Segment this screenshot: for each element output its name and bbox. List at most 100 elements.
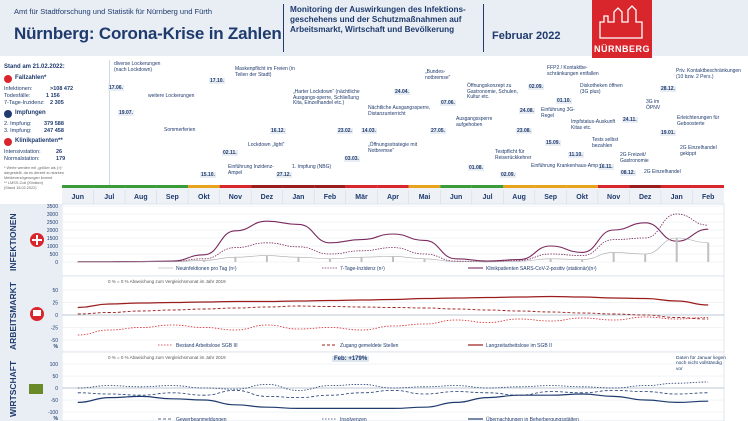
event-date: 07.06. — [440, 100, 456, 106]
hospital-icon — [4, 138, 12, 146]
event-text: Einführung Inzidenz-Ampel — [228, 164, 274, 176]
logo-text: NÜRNBERG — [593, 44, 650, 54]
infection-bar — [518, 261, 521, 262]
infektionen-value: >108 472 — [50, 86, 74, 92]
virus-icon — [4, 75, 12, 83]
series-line — [77, 381, 709, 391]
traffic-segment — [62, 185, 94, 188]
header-divider — [283, 4, 284, 52]
event-date: 23.02. — [337, 128, 353, 134]
infection-bar — [392, 256, 394, 262]
month-label: Dez — [261, 194, 274, 201]
month-label: Sep — [544, 194, 557, 201]
event-text: 2G Freizeit/ Gastronomie — [620, 152, 649, 164]
event-text: 2G Einzelhandel — [644, 169, 681, 175]
y-tick-label: -50 — [51, 398, 58, 404]
page-title: Nürnberg: Corona-Krise in Zahlen — [14, 24, 282, 43]
cross-icon-h — [32, 239, 42, 241]
jobs-icon-shape — [33, 310, 41, 316]
feb-callout: Feb: +179% — [332, 356, 370, 362]
y-tick-label: 1500 — [47, 236, 58, 242]
y-tick-label: 3500 — [47, 204, 58, 210]
footnote-4: ** LMSS-Coli (Kliniken) — [4, 181, 44, 185]
event-date: 14.03. — [361, 128, 377, 134]
y-tick-label: 0 — [55, 386, 58, 392]
infection-bar — [581, 259, 584, 262]
arbeitsmarkt-label: ARBEITSMARKT — [8, 282, 18, 350]
event-text: FFP2 / Kontaktbe-schränkungen entfallen — [547, 65, 599, 77]
month-label: Jan — [292, 194, 304, 201]
y-tick-label: 25 — [52, 301, 58, 307]
legend-label: Übernachtungen in Beherbergungsstätten — [486, 416, 579, 421]
event-text: Öffnungskonzept zu Gastronomie, Schulen,… — [467, 83, 518, 101]
castle-icon — [599, 5, 643, 39]
series-line — [77, 389, 709, 399]
event-date: 02.09. — [528, 84, 544, 90]
impf3-label: 3. Impfung: — [4, 128, 32, 134]
series-line — [77, 213, 709, 263]
series-line — [77, 305, 709, 320]
month-label: Nov — [229, 194, 242, 201]
impf2-label: 2. Impfung: — [4, 121, 32, 127]
event-date: 27.12. — [276, 172, 292, 178]
legend-label: Bestand Arbeitslose SGB III — [176, 343, 238, 349]
month-label: Mär — [355, 194, 368, 201]
events-timeline: diverse Lockerungen (nach Lockdown) 17.0… — [0, 0, 748, 190]
event-date: 11.10. — [568, 152, 584, 158]
y-tick-label: 0 — [55, 313, 58, 319]
impf2-value: 379 588 — [44, 121, 64, 127]
infektionen-label: INFEKTIONEN — [8, 213, 18, 271]
syringe-icon — [4, 110, 12, 118]
event-date: 02.09. — [500, 172, 516, 178]
y-tick-label: 100 — [50, 362, 59, 368]
month-label: Mai — [419, 194, 431, 201]
event-text: Lockdown „light“ — [248, 142, 285, 148]
infektionen-panel — [61, 203, 725, 277]
infection-bar — [612, 252, 615, 262]
traffic-segment — [93, 185, 126, 188]
nuernberg-logo: NÜRNBERG — [592, 0, 652, 58]
infection-bar — [675, 238, 678, 262]
traffic-segment — [471, 185, 504, 188]
inzidenz-label: 7-Tage-Inzidenz: — [4, 100, 45, 106]
event-text: Testpflicht für Reiserückkehrer — [495, 149, 532, 161]
y-tick-label: 50 — [52, 288, 58, 294]
traffic-segment — [125, 185, 157, 188]
footnote-3: Meldeverzögerungen kommt — [4, 176, 53, 180]
event-date: 15.10. — [200, 172, 216, 178]
event-text: 1. Impfung (NBG) — [292, 164, 332, 170]
month-band — [62, 188, 724, 204]
series-line — [77, 220, 709, 263]
y-tick-label: 1000 — [47, 244, 58, 250]
wirtschaft-note: 0 % = 0 % Abweichung zum Vergleichsmonat… — [108, 355, 226, 360]
wirtschaft-side-note: Daten für Januar liegen noch nicht volls… — [676, 356, 726, 372]
traffic-segment — [156, 185, 189, 188]
subtitle-line-3: Arbeitsmarkt, Wirtschaft und Bevölkerung — [290, 25, 455, 34]
normal-label: Normalstation: — [4, 156, 40, 162]
event-date: 16.11. — [598, 164, 614, 170]
event-date: 27.05. — [430, 128, 446, 134]
fallzahlen-heading: Fallzahlen* — [15, 75, 47, 81]
month-label: Okt — [198, 194, 210, 201]
event-date: 17.10. — [209, 78, 225, 84]
y-tick-label: 0 — [55, 260, 58, 266]
impfungen-heading: Impfungen — [15, 110, 46, 116]
legend-label: Neuinfektionen pro Tag (n¹) — [176, 266, 237, 272]
event-text: Impfstatus-Auskunft Kitas etc. — [571, 119, 616, 131]
klinik-heading: Klinikpatienten** — [15, 138, 63, 144]
axis-layer: 350030002500200015001000500050250-25-50%… — [47, 204, 59, 421]
event-text: Sommerferien — [164, 127, 196, 133]
infection-bar — [265, 255, 268, 262]
legend-layer: Neuinfektionen pro Tag (n¹) 7-Tage-Inzide… — [158, 266, 597, 421]
legend-label: Klinikpatienten SARS-CoV-2-positiv (stat… — [486, 266, 597, 272]
traffic-segment — [345, 185, 378, 188]
event-date: 24.04. — [394, 89, 410, 95]
footnote-2: dargestellt, da es derzeit zu starken — [4, 171, 64, 175]
traffic-segment — [566, 185, 598, 188]
event-text: weitere Lockerungen — [148, 93, 195, 99]
traffic-segment — [377, 185, 409, 188]
intensiv-value: 26 — [56, 149, 63, 155]
legend-label: Gewerbeanmeldungen — [176, 417, 227, 421]
series-line — [77, 295, 709, 309]
